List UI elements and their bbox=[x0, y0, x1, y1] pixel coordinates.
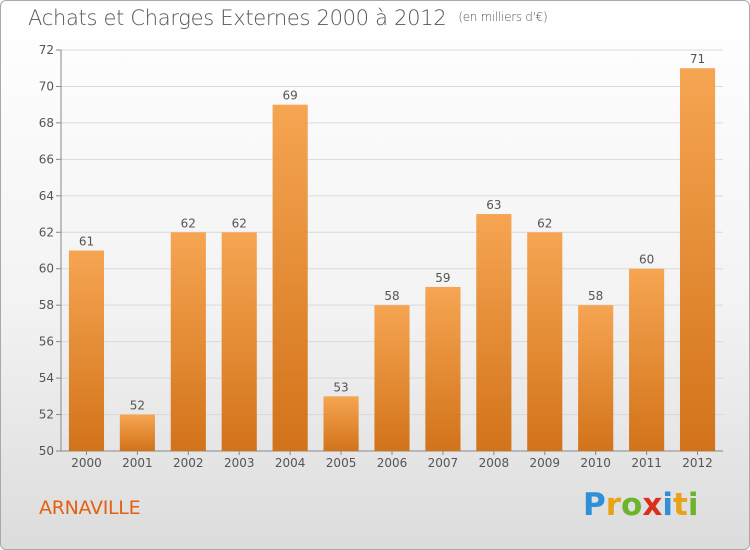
bar bbox=[323, 396, 359, 451]
bar-value-label: 62 bbox=[537, 216, 552, 230]
bar bbox=[527, 232, 563, 451]
logo-letter: i bbox=[687, 487, 699, 523]
bar-value-label: 62 bbox=[181, 216, 196, 230]
bar-value-label: 52 bbox=[130, 399, 145, 413]
logo-letter: t bbox=[672, 487, 688, 523]
x-tick-label: 2004 bbox=[275, 456, 306, 470]
y-tick-label: 58 bbox=[39, 298, 54, 312]
x-tick-label: 2000 bbox=[71, 456, 102, 470]
x-tick-label: 2009 bbox=[529, 456, 560, 470]
x-tick-label: 2008 bbox=[479, 456, 510, 470]
bar bbox=[272, 104, 308, 451]
location-name: ARNAVILLE bbox=[39, 497, 141, 519]
bar-value-label: 58 bbox=[384, 289, 399, 303]
y-tick-label: 64 bbox=[39, 189, 54, 203]
x-tick-label: 2006 bbox=[377, 456, 408, 470]
x-tick-label: 2005 bbox=[326, 456, 357, 470]
y-tick-label: 52 bbox=[39, 408, 54, 422]
bar-value-label: 58 bbox=[588, 289, 603, 303]
logo-letter: P bbox=[583, 487, 606, 523]
bar bbox=[425, 286, 461, 451]
bar-value-label: 63 bbox=[486, 198, 501, 212]
x-tick-label: 2010 bbox=[580, 456, 611, 470]
x-tick-label: 2011 bbox=[631, 456, 662, 470]
y-tick-label: 62 bbox=[39, 225, 54, 239]
chart-title: Achats et Charges Externes 2000 à 2012 (e… bbox=[28, 6, 548, 30]
chart-subtitle: (en milliers d'€) bbox=[458, 10, 548, 24]
bar-value-label: 53 bbox=[333, 380, 348, 394]
x-tick-label: 2012 bbox=[682, 456, 713, 470]
y-tick-label: 70 bbox=[39, 79, 54, 93]
y-tick-label: 56 bbox=[39, 335, 54, 349]
bar bbox=[68, 250, 105, 451]
proxiti-logo[interactable]: Proxiti bbox=[583, 487, 698, 523]
x-tick-label: 2007 bbox=[428, 456, 459, 470]
bar-value-label: 61 bbox=[79, 235, 94, 249]
x-tick-label: 2001 bbox=[122, 456, 153, 470]
bar bbox=[374, 305, 410, 451]
logo-letter: x bbox=[642, 487, 663, 523]
labels: 50 52 54 56 58 60 62 64 66 68 70 72 61 2000 52 2001 62 20… bbox=[39, 43, 713, 470]
bar-value-label: 62 bbox=[232, 216, 247, 230]
bars bbox=[68, 68, 716, 452]
logo-letter: i bbox=[662, 487, 673, 523]
y-tick-label: 50 bbox=[39, 444, 54, 458]
bar bbox=[221, 232, 257, 451]
y-tick-label: 66 bbox=[39, 152, 54, 166]
bar-value-label: 59 bbox=[435, 271, 450, 285]
bar bbox=[119, 414, 155, 451]
y-tick-label: 72 bbox=[39, 43, 54, 57]
bar bbox=[578, 305, 614, 451]
x-tick-label: 2003 bbox=[224, 456, 255, 470]
bar-value-label: 60 bbox=[639, 253, 654, 267]
y-tick-label: 68 bbox=[39, 116, 54, 130]
logo-letter: o bbox=[621, 487, 643, 523]
bar bbox=[679, 68, 716, 452]
bar bbox=[629, 268, 665, 451]
x-tick-label: 2002 bbox=[173, 456, 204, 470]
logo-letter: r bbox=[605, 487, 622, 523]
bar-value-label: 69 bbox=[283, 89, 298, 103]
y-tick-label: 54 bbox=[39, 371, 54, 385]
chart-title-text: Achats et Charges Externes 2000 à 2012 bbox=[28, 6, 447, 30]
bar bbox=[476, 214, 512, 451]
bar-value-label: 71 bbox=[690, 52, 705, 66]
bar bbox=[170, 232, 206, 451]
y-tick-label: 60 bbox=[39, 262, 54, 276]
